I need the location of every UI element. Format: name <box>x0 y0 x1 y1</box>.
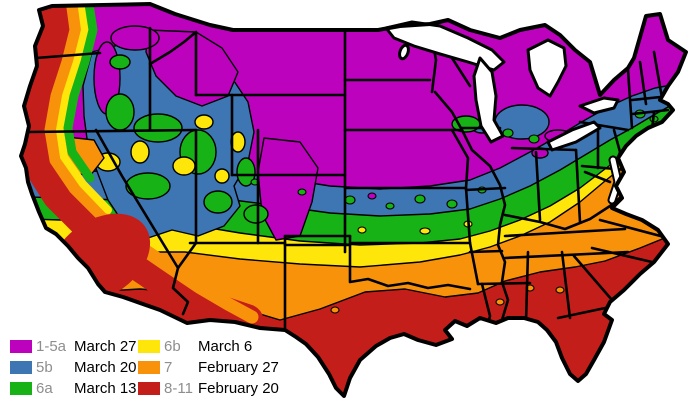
zone-date: March 27 <box>74 338 137 355</box>
pacific-orange-strip <box>44 4 259 324</box>
state-borders <box>26 26 672 342</box>
pacific-green-strip <box>63 4 98 183</box>
zone-date: February 20 <box>198 380 279 397</box>
rockies-purple-patches <box>93 25 572 241</box>
lake-superior <box>384 20 506 72</box>
legend-row: 6a March 13 <box>10 378 137 399</box>
zone-5b-swatch <box>10 361 32 374</box>
great-lakes <box>384 20 620 152</box>
zone-date: March 13 <box>74 380 137 397</box>
zone-label: 6b <box>164 338 181 355</box>
legend-row: 6b March 6 <box>138 336 279 357</box>
zone-1-5a-swatch <box>10 340 32 353</box>
legend-row: 7 February 27 <box>138 357 279 378</box>
legend-row: 1-5a March 27 <box>10 336 137 357</box>
pacific-yellow-strip <box>56 4 112 214</box>
zone-8-11-swatch <box>138 382 160 395</box>
zone-date: February 27 <box>198 359 279 376</box>
legend-column-2: 6b March 6 7 February 27 8-11 February 2… <box>138 336 279 399</box>
lake-huron <box>526 38 568 98</box>
zone-label: 1-5a <box>36 338 67 355</box>
basin-green-patches <box>105 54 269 224</box>
us-outline <box>19 2 688 398</box>
zone-label: 5b <box>36 359 53 376</box>
zone-date: March 6 <box>198 338 253 355</box>
zone-label: 7 <box>164 359 173 376</box>
zone-label: 6a <box>36 380 53 397</box>
pacific-red-coast-strip <box>21 4 264 340</box>
legend-row: 5b March 20 <box>10 357 137 378</box>
lake-michigan <box>472 56 505 144</box>
zone-6a-swatch <box>10 382 32 395</box>
zone-7-swatch <box>138 361 160 374</box>
lake-erie <box>546 120 602 152</box>
legend-row: 8-11 February 20 <box>138 378 279 399</box>
minnesota-lake <box>398 43 410 61</box>
zone-6b-swatch <box>138 340 160 353</box>
zone-label: 8-11 <box>164 380 193 397</box>
legend-column-1: 1-5a March 27 5b March 20 6a March 13 <box>10 336 137 399</box>
zone-date: March 20 <box>74 359 137 376</box>
lake-ontario <box>578 96 620 115</box>
